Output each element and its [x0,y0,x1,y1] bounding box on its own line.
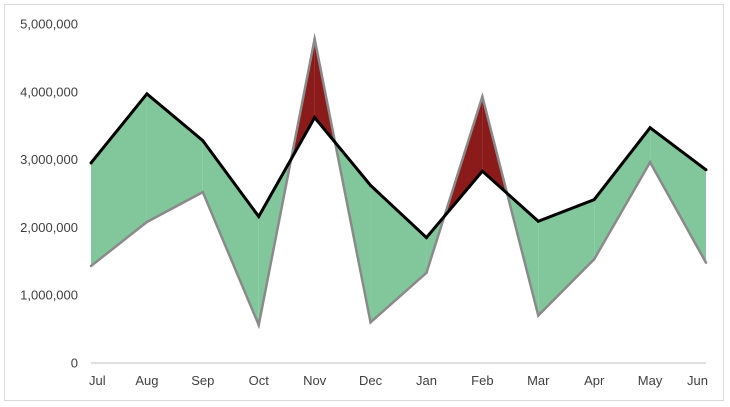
x-tick-label-nov: Nov [303,373,327,388]
x-tick-label-may: May [638,373,663,388]
band-edge-point-sep [201,190,205,194]
x-tick-label-oct: Oct [249,373,270,388]
y-tick-label: 4,000,000 [20,84,78,99]
fill-segment-9 [538,199,595,316]
band-edge-group [89,32,708,330]
main-line-point-jun [704,168,708,172]
x-tick-label-aug: Aug [135,373,158,388]
fill-segment-3 [202,140,259,326]
y-tick-label: 3,000,000 [20,152,78,167]
y-tick-label: 0 [71,356,78,371]
main-line-point-mar [536,219,540,223]
x-tick-label-dec: Dec [359,373,383,388]
fill-segment-2 [146,93,203,222]
main-line-point-sep [201,139,205,143]
band-edge-point-apr [592,258,596,261]
x-tick-label-mar: Mar [527,373,550,388]
area-fills [91,38,706,326]
main-line-point-jan [424,236,428,240]
band-edge-point-mar [537,314,540,317]
x-tick-label-feb: Feb [471,373,493,388]
main-line [89,91,707,240]
x-tick-label-apr: Apr [584,373,605,388]
y-tick-label: 1,000,000 [20,288,78,303]
x-tick-label-jan: Jan [416,373,437,388]
y-tick-label: 5,000,000 [20,17,78,32]
band-edge-point-dec [369,321,372,324]
band-edge-line [90,32,708,330]
band-edge-point-oct [257,323,260,327]
band-edge-point-jun [704,261,708,264]
band-edge-point-feb [481,95,484,98]
band-edge-point-jan [425,271,428,275]
x-tick-label-jul: Jul [89,373,106,388]
main-line-group [89,91,708,240]
main-line-point-dec [369,183,373,187]
band-edge-point-aug [145,220,149,224]
band-edge-point-nov [313,37,316,41]
main-line-point-may [648,126,652,130]
y-axis-tick-labels: 0 1,000,000 2,000,000 3,000,000 4,000,000 5,0… [20,17,78,371]
main-line-point-apr [592,198,596,202]
fill-segment-11 [650,127,706,263]
main-line-point-feb [480,169,484,173]
fill-segment-6 [370,185,427,323]
x-tick-label-jun: Jun [687,373,708,388]
fill-segment-10 [594,127,651,260]
main-line-point-aug [145,92,149,96]
x-tick-label-sep: Sep [191,373,214,388]
band-edge-point-jul [89,264,93,268]
y-tick-label: 2,000,000 [20,220,78,235]
fill-segment-1 [91,93,147,267]
x-axis-tick-labels: Jul Aug Sep Oct Nov Dec Jan Feb Mar Apr May Jun [89,373,708,388]
main-line-point-nov [313,116,317,120]
main-line-point-oct [257,215,261,219]
band-edge-point-may [648,161,652,164]
main-line-point-jul [89,161,93,165]
